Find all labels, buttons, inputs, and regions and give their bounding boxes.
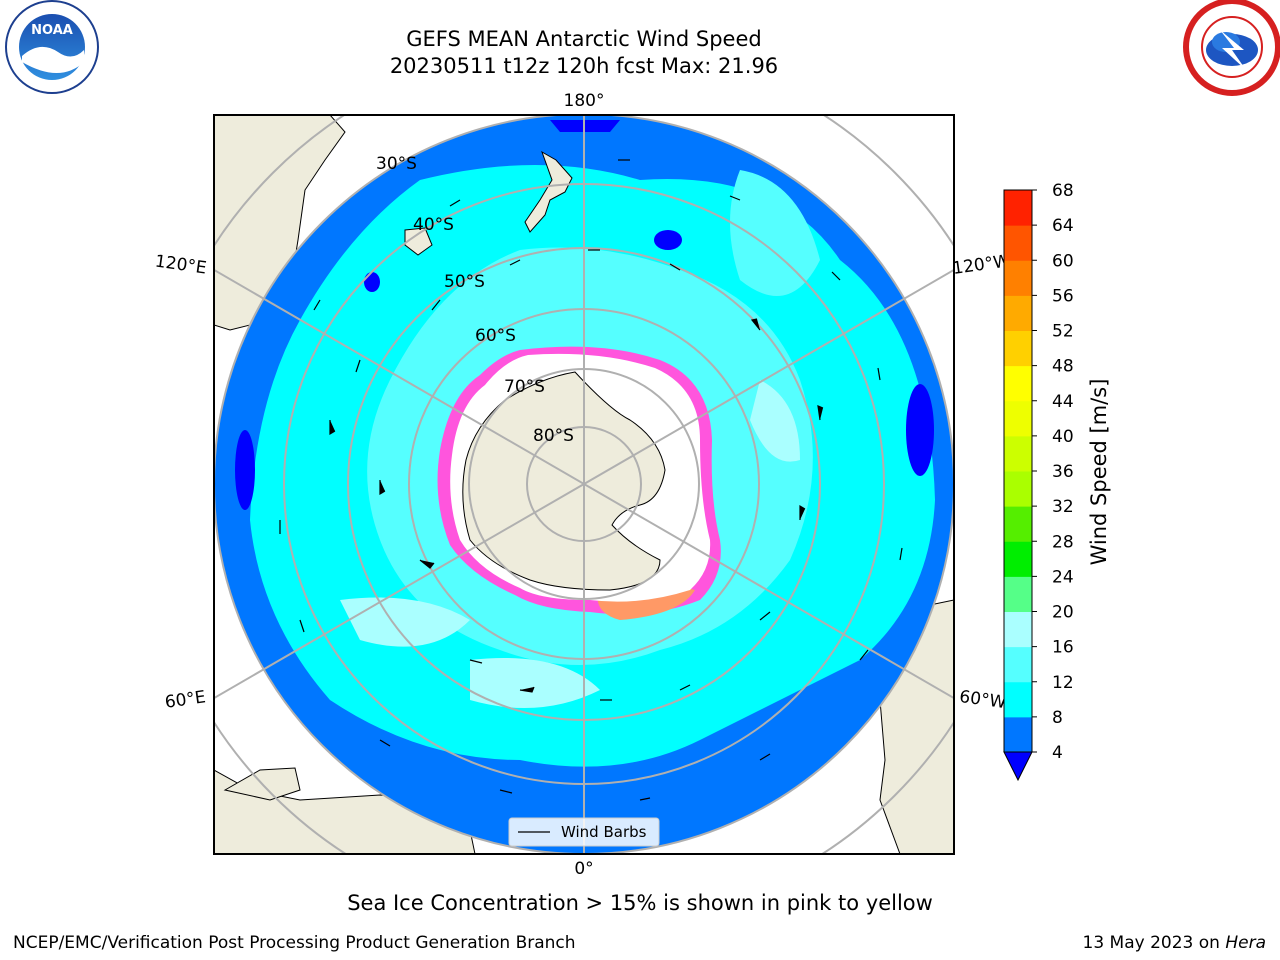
australia-landmass — [214, 115, 346, 331]
colorbar-segment — [1004, 295, 1032, 331]
colorbar-tick-label: 68 — [1052, 181, 1074, 201]
caption: Sea Ice Concentration > 15% is shown in … — [347, 891, 933, 915]
map-subtitle: 20230511 t12z 120h fcst Max: 21.96 — [389, 54, 779, 78]
lat-label-70s: 70°S — [504, 377, 545, 397]
colorbar-tick-label: 8 — [1052, 708, 1063, 728]
map-frame — [213, 114, 955, 855]
map-legend: Wind Barbs — [508, 817, 660, 847]
noaa-logo: NOAA — [5, 0, 99, 94]
lon-label-180: 180° — [564, 91, 605, 111]
lat-label-50s: 50°S — [444, 272, 485, 292]
colorbar-segment — [1004, 576, 1032, 612]
colorbar-tick-label: 60 — [1052, 251, 1074, 271]
colorbar-segment — [1004, 611, 1032, 648]
national-weather-service-logo — [1183, 0, 1280, 96]
map-area: Wind Barbs 30°S 40°S 50°S 60°S 70°S 80°S — [214, 115, 954, 854]
colorbar-segment — [1004, 506, 1032, 542]
colorbar-tick-label: 24 — [1052, 567, 1074, 587]
lat-label-60s: 60°S — [475, 326, 516, 346]
footer-credit: NCEP/EMC/Verification Post Processing Pr… — [13, 933, 576, 953]
lat-label-30s: 30°S — [376, 154, 417, 174]
lon-label-120e: 120°E — [154, 252, 208, 279]
colorbar-tick-label: 40 — [1052, 427, 1074, 447]
colorbar-tick-label: 16 — [1052, 638, 1074, 658]
colorbar-segment — [1004, 681, 1032, 718]
colorbar-tick-label: 44 — [1052, 392, 1074, 412]
colorbar-segment — [1004, 190, 1032, 226]
colorbar-extend-low — [1003, 751, 1033, 782]
colorbar-tick-label: 20 — [1052, 603, 1074, 623]
colorbar-segment — [1004, 330, 1032, 367]
footer-date: 13 May 2023 on Hera — [1083, 933, 1267, 953]
colorbar-tick-label: 64 — [1052, 216, 1074, 236]
lat-label-80s: 80°S — [533, 426, 574, 446]
colorbar-segment — [1004, 541, 1032, 577]
colorbar-tick-label: 48 — [1052, 357, 1074, 377]
lon-label-120w: 120°W — [951, 251, 1011, 279]
wind-barbs — [279, 159, 903, 801]
graticule — [214, 115, 954, 854]
map-title: GEFS MEAN Antarctic Wind Speed — [406, 27, 762, 51]
colorbar-segment — [1004, 716, 1032, 753]
noaa-logo-text: NOAA — [31, 23, 73, 38]
colorbar-segment — [1004, 225, 1032, 261]
lon-label-0: 0° — [574, 859, 593, 879]
colorbar-segment — [1004, 400, 1032, 437]
lat-label-40s: 40°S — [413, 215, 454, 235]
colorbar-tick-label: 32 — [1052, 497, 1074, 517]
colorbar-segment — [1004, 365, 1032, 402]
colorbar-tick-label: 56 — [1052, 286, 1074, 306]
lon-label-60e: 60°E — [164, 687, 207, 712]
colorbar-label: Wind Speed [m/s] — [1087, 379, 1111, 566]
antarctica-landmass — [462, 371, 666, 591]
footer-date-text: 13 May 2023 on — [1082, 933, 1220, 953]
colorbar-tick-label: 4 — [1052, 743, 1063, 763]
legend-label: Wind Barbs — [561, 823, 647, 841]
footer-host: Hera — [1225, 933, 1266, 953]
colorbar-tick-label: 52 — [1052, 322, 1074, 342]
colorbar-segment — [1004, 471, 1032, 507]
colorbar-tick-label: 12 — [1052, 673, 1074, 693]
colorbar-segment — [1004, 646, 1032, 683]
colorbar-tick-label: 28 — [1052, 532, 1074, 552]
colorbar-segment — [1004, 260, 1032, 296]
lon-label-60w: 60°W — [958, 687, 1007, 713]
new-zealand-landmass — [524, 150, 573, 233]
colorbar-segment — [1004, 435, 1032, 472]
colorbar-tick-label: 36 — [1052, 462, 1074, 482]
